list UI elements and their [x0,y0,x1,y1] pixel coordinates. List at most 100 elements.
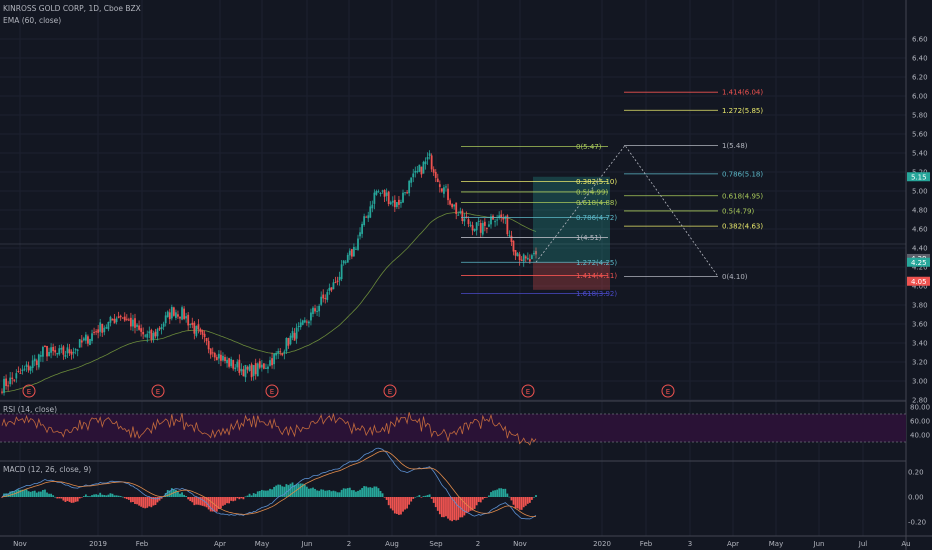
macd-histogram-bar [175,489,177,497]
macd-histogram-bar [336,492,339,497]
candle [29,366,32,371]
candle [400,201,402,204]
candle [350,249,353,257]
candle [269,360,271,366]
macd-histogram-bar [471,497,474,511]
candle [242,369,245,377]
macd-histogram-bar [76,497,79,502]
macd-histogram-bar [273,486,276,497]
time-tick-label: Apr [214,540,226,548]
macd-histogram-bar [310,488,312,497]
candle [518,254,521,261]
macd-histogram-bar [228,497,231,504]
candle [436,178,439,183]
candle [379,193,382,195]
candle [406,192,409,194]
candle [121,317,124,319]
macd-histogram-bar [387,497,390,506]
macd-histogram-bar [457,497,460,520]
macd-histogram-bar [54,496,57,498]
macd-histogram-bar [406,497,409,509]
fib-level-label: 0.5(4.99) [576,188,608,196]
candles [1,150,537,396]
macd-histogram-bar [359,489,361,497]
fib-ext-label: 0.618(4.95) [722,192,763,200]
candle [95,331,98,333]
macd-histogram-bar [232,497,235,502]
candle [183,308,185,319]
macd-histogram-bar [524,497,527,506]
candle [160,327,163,329]
macd-tick-label: -0.20 [908,519,926,527]
macd-histogram-bar [87,496,89,497]
macd-histogram-bar [158,497,161,501]
macd-histogram-bar [25,489,28,497]
candle [477,220,480,222]
candle [457,214,460,216]
macd-histogram-bar [377,488,380,497]
candle [236,361,239,368]
candle [226,359,228,364]
symbol-title: KINROSS GOLD CORP, 1D, Cboe BZX [3,4,141,13]
candle [244,365,247,378]
time-tick-label: 3 [688,540,692,548]
candle [164,315,167,324]
candle [320,296,323,305]
candle [181,307,183,320]
macd-histogram-bar [181,492,183,497]
price-tick-label: 3.80 [912,302,928,310]
macd-histogram-bar [121,496,124,498]
macd-histogram-bar [334,491,337,497]
candle [516,253,519,257]
candle [314,308,316,312]
candle [93,331,95,333]
candle [66,347,69,354]
macd-histogram-bar [408,497,411,505]
candle [42,346,44,357]
macd-histogram-bar [23,489,26,497]
candle [144,335,147,337]
macd-histogram-bar [187,497,190,500]
candle [459,211,462,213]
candle [187,314,190,326]
candle [340,264,343,280]
earnings-marker [521,384,535,398]
candle [533,253,535,255]
macd-histogram-bar [111,493,114,497]
macd-histogram-bar [535,495,537,497]
macd-histogram-bar [125,497,128,500]
macd-histogram-bar [123,497,126,499]
macd-histogram-bar [234,497,237,501]
candle [211,352,214,354]
candle [13,379,16,381]
macd-histogram-bar [170,488,173,497]
price-tick-label: 2.80 [912,397,928,405]
fib-level-label: 1.272(4.25) [576,259,617,267]
macd-histogram-bar [504,488,507,497]
candle [359,232,361,237]
macd-histogram-bar [82,496,85,497]
candle [125,318,128,320]
macd-histogram-bar [436,497,439,511]
candle [156,329,159,337]
candle [54,350,57,353]
candle [496,219,499,221]
candle [445,186,447,188]
candle [520,259,523,261]
candle [365,216,368,218]
fib-ext-label: 1(5.48) [722,142,748,150]
macd-histogram-bar [314,488,316,497]
macd-histogram-bar [494,490,496,497]
macd-histogram-bar [95,494,98,497]
macd-histogram-bar [230,497,233,501]
candle [316,310,318,312]
rsi-tick-label: 60.00 [910,418,930,426]
candle [260,364,263,368]
macd-histogram-bar [19,489,22,497]
macd-histogram-bar [191,497,194,503]
candle [440,188,443,192]
macd-histogram-bar [27,491,30,497]
candle [463,218,466,222]
